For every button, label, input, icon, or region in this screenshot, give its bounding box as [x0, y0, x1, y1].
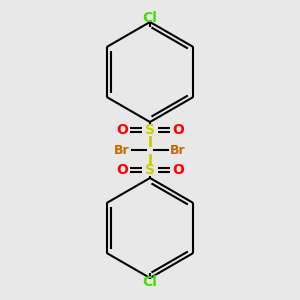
Text: O: O [116, 163, 128, 177]
Text: S: S [145, 123, 155, 137]
Text: Cl: Cl [142, 275, 158, 289]
Text: O: O [172, 163, 184, 177]
Text: O: O [116, 123, 128, 137]
Text: Cl: Cl [142, 11, 158, 25]
Text: O: O [172, 123, 184, 137]
Text: Br: Br [114, 143, 130, 157]
Text: S: S [145, 163, 155, 177]
Text: Br: Br [170, 143, 186, 157]
